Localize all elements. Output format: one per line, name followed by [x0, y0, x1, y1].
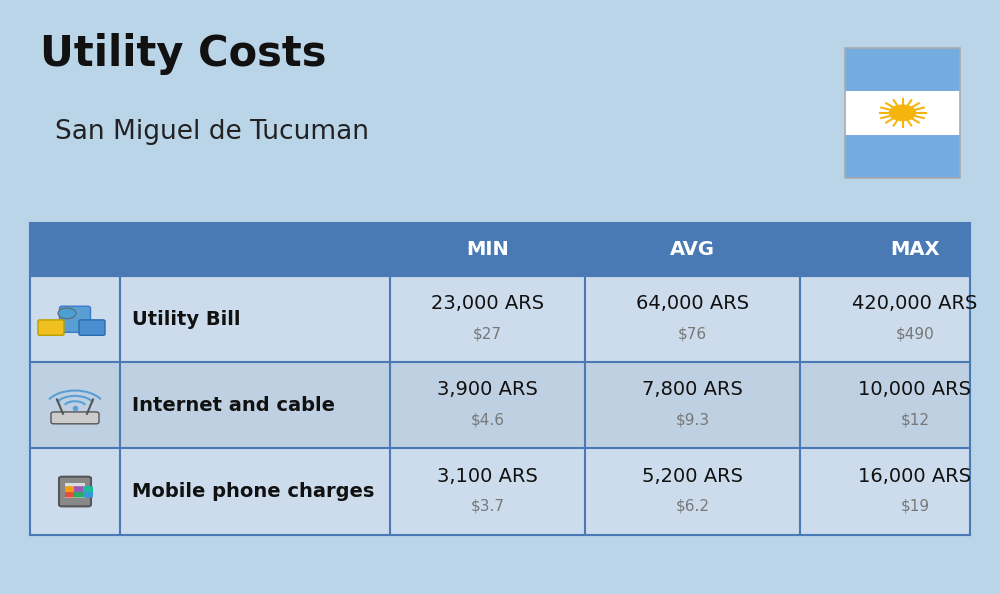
FancyBboxPatch shape: [845, 48, 960, 91]
Text: MAX: MAX: [890, 240, 940, 259]
FancyBboxPatch shape: [30, 448, 970, 535]
FancyBboxPatch shape: [59, 476, 91, 506]
Text: 3,100 ARS: 3,100 ARS: [437, 467, 538, 485]
Text: $76: $76: [678, 326, 707, 341]
Text: $9.3: $9.3: [675, 412, 710, 427]
FancyBboxPatch shape: [65, 486, 75, 492]
FancyBboxPatch shape: [83, 486, 93, 492]
FancyBboxPatch shape: [30, 223, 970, 276]
FancyBboxPatch shape: [845, 91, 960, 135]
FancyBboxPatch shape: [74, 491, 84, 497]
Text: 420,000 ARS: 420,000 ARS: [852, 295, 978, 313]
Text: Mobile phone charges: Mobile phone charges: [132, 482, 374, 501]
Text: $19: $19: [900, 498, 930, 513]
Text: Internet and cable: Internet and cable: [132, 396, 335, 415]
Text: 16,000 ARS: 16,000 ARS: [858, 467, 972, 485]
Text: $6.2: $6.2: [676, 498, 710, 513]
FancyBboxPatch shape: [30, 276, 970, 362]
Text: 64,000 ARS: 64,000 ARS: [636, 295, 749, 313]
FancyBboxPatch shape: [51, 412, 99, 424]
Text: 3,900 ARS: 3,900 ARS: [437, 381, 538, 399]
Text: $490: $490: [896, 326, 934, 341]
Text: Utility Costs: Utility Costs: [40, 33, 326, 75]
Text: $27: $27: [473, 326, 502, 341]
Text: 10,000 ARS: 10,000 ARS: [858, 381, 971, 399]
FancyBboxPatch shape: [74, 486, 84, 492]
Text: $3.7: $3.7: [471, 498, 505, 513]
FancyBboxPatch shape: [30, 362, 970, 448]
FancyBboxPatch shape: [83, 491, 93, 497]
Text: $12: $12: [900, 412, 929, 427]
Text: 23,000 ARS: 23,000 ARS: [431, 295, 544, 313]
FancyBboxPatch shape: [60, 307, 90, 333]
FancyBboxPatch shape: [845, 135, 960, 178]
FancyBboxPatch shape: [38, 320, 64, 335]
Circle shape: [58, 308, 76, 318]
FancyBboxPatch shape: [65, 491, 75, 497]
Text: $4.6: $4.6: [471, 412, 505, 427]
Text: AVG: AVG: [670, 240, 715, 259]
Text: MIN: MIN: [466, 240, 509, 259]
FancyBboxPatch shape: [65, 482, 85, 498]
Circle shape: [890, 105, 916, 121]
Text: 5,200 ARS: 5,200 ARS: [642, 467, 743, 485]
Text: 7,800 ARS: 7,800 ARS: [642, 381, 743, 399]
FancyBboxPatch shape: [30, 223, 970, 535]
Text: Utility Bill: Utility Bill: [132, 310, 240, 328]
Text: San Miguel de Tucuman: San Miguel de Tucuman: [55, 119, 369, 145]
FancyBboxPatch shape: [79, 320, 105, 335]
